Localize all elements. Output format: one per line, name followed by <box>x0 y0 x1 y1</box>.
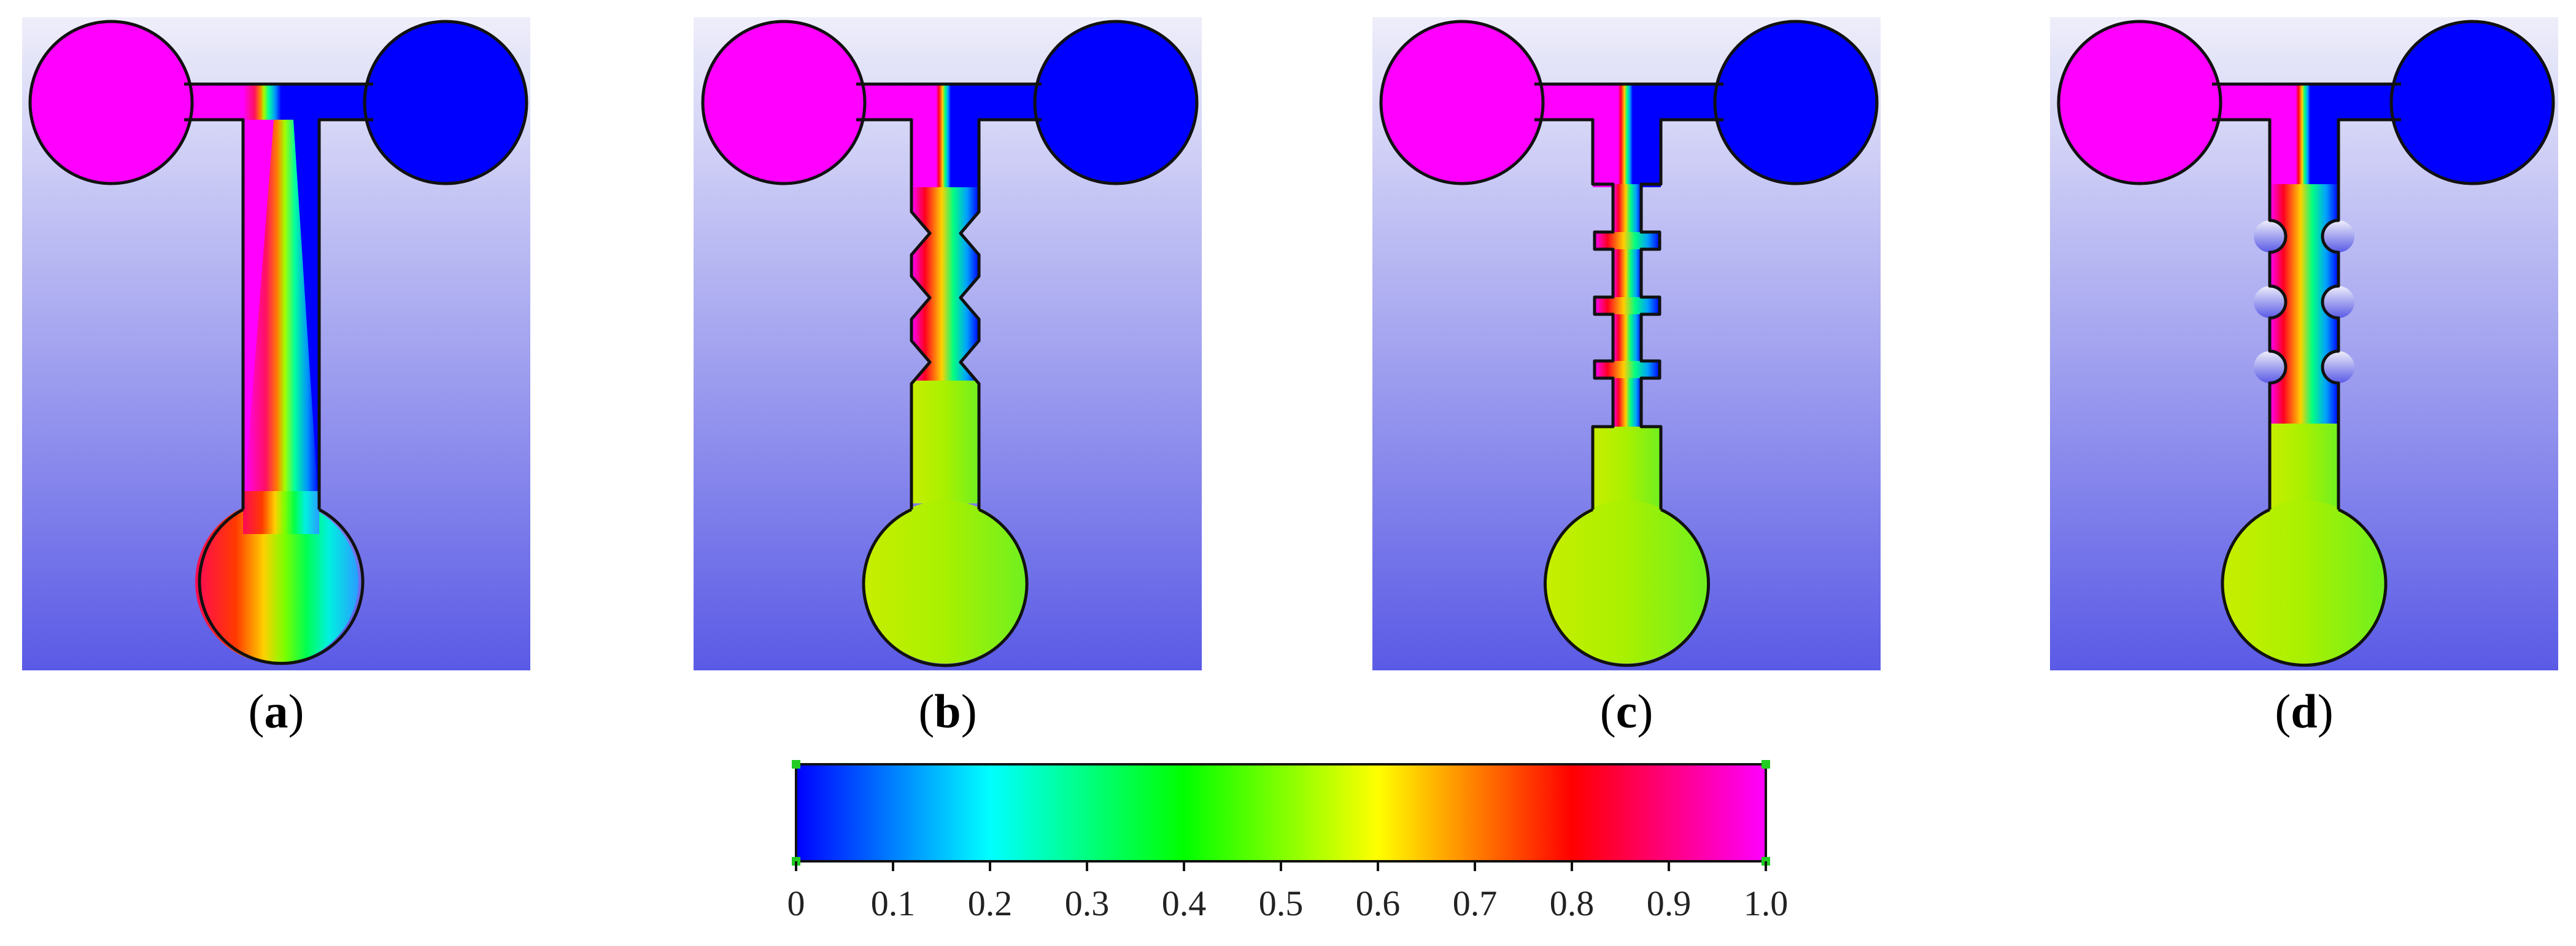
right-inlet <box>1035 21 1197 184</box>
left-inlet <box>1381 21 1543 184</box>
outlet-chamber <box>2222 500 2386 664</box>
right-inlet <box>1715 21 1877 184</box>
colorbar-tick-label: 0.6 <box>1356 883 1401 923</box>
colorbar-tick-label: 0.5 <box>1259 883 1304 923</box>
colorbar-gradient <box>795 763 1767 863</box>
right-inlet <box>365 21 527 184</box>
panel-b: (b) <box>694 17 1202 738</box>
caption-a: (a) <box>249 684 304 738</box>
panel-d: (d) <box>2050 17 2558 738</box>
colorbar-ticks: 0 0.1 0.2 0.3 0.4 0.5 0.6 0.7 0.8 0.9 1.0 <box>787 861 1789 923</box>
colorbar-tick-label: 0.7 <box>1453 883 1498 923</box>
colorbar-tick-label: 0.4 <box>1162 883 1207 923</box>
outlet-chamber <box>1545 500 1708 664</box>
colorbar-tick-label: 0.3 <box>1065 883 1110 923</box>
colorbar-tick-label: 0.9 <box>1647 883 1692 923</box>
panel-c: (c) <box>1372 17 1881 738</box>
colorbar-tick-label: 0.8 <box>1550 883 1595 923</box>
panel-a: (a) <box>22 17 530 738</box>
colorbar-tick-label: 0.2 <box>968 883 1013 923</box>
colorbar-tick-label: 1.0 <box>1744 883 1789 923</box>
colorbar-tick-label: 0.1 <box>871 883 916 923</box>
interface-streak <box>936 84 951 207</box>
right-inlet <box>2391 21 2553 184</box>
caption-d: (d) <box>2275 684 2333 738</box>
caption-c: (c) <box>1600 684 1654 738</box>
left-inlet <box>703 21 865 184</box>
left-inlet <box>30 21 192 184</box>
colorbar-tick-label: 0 <box>787 883 805 923</box>
colorbar: 0 0.1 0.2 0.3 0.4 0.5 0.6 0.7 0.8 0.9 1.0 <box>787 760 1789 923</box>
outlet-chamber <box>195 500 358 664</box>
caption-b: (b) <box>918 684 977 738</box>
outlet-chamber <box>864 500 1027 664</box>
left-inlet <box>2059 21 2221 184</box>
